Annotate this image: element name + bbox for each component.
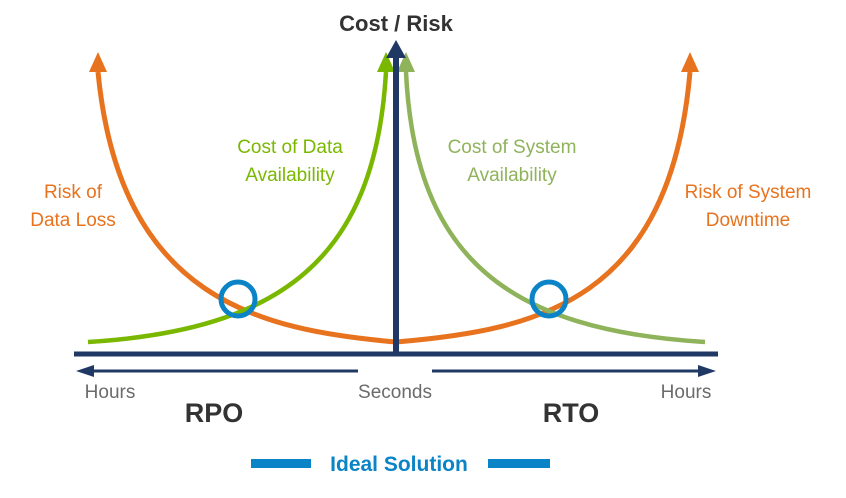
ideal-rpo-marker [218, 279, 258, 319]
cost-system-availability-label-line2: Availability [467, 165, 557, 186]
cost-data-availability-label-line2: Availability [245, 165, 335, 186]
rpo-direction-arrowhead [76, 365, 94, 377]
chart-title: Cost / Risk [339, 11, 453, 36]
rpo-label: RPO [185, 398, 244, 428]
risk-system-downtime-label-line2: Downtime [706, 210, 790, 231]
risk-data-loss-curve [95, 71, 397, 345]
risk-system-downtime-curve [395, 71, 693, 345]
cost-system-availability-label-line1: Cost of System [448, 137, 577, 158]
axis-right-hours-label: Hours [661, 382, 712, 403]
rto-label: RTO [543, 398, 600, 428]
cost-data-availability-label-line1: Cost of Data [237, 137, 343, 158]
cost-system-availability-curve [403, 71, 706, 345]
legend-ideal-solution-label: Ideal Solution [330, 453, 468, 476]
risk-system-downtime-label-line1: Risk of System [685, 182, 812, 203]
cost-data-availability-curve [87, 71, 389, 345]
risk-system-downtime-arrowhead [681, 52, 699, 72]
cost-system-availability-arrowhead [397, 52, 415, 72]
axis-left-hours-label: Hours [85, 382, 136, 403]
legend-left-bar [251, 459, 311, 468]
risk-data-loss-label-line2: Data Loss [30, 210, 116, 231]
risk-data-loss-label-line1: Risk of [44, 182, 103, 203]
legend-right-bar [488, 459, 550, 468]
axis-center-seconds-label: Seconds [358, 382, 432, 403]
rto-direction-arrowhead [698, 365, 716, 377]
cost-risk-axis-arrowhead [386, 40, 406, 58]
cost-data-availability-arrowhead [377, 52, 395, 72]
risk-data-loss-arrowhead [89, 52, 107, 72]
ideal-rto-marker [529, 279, 569, 319]
